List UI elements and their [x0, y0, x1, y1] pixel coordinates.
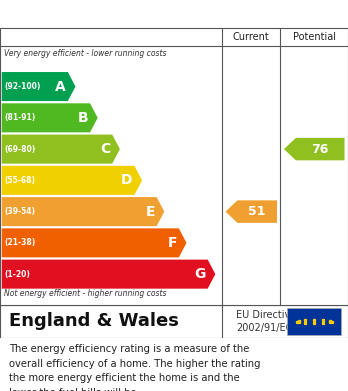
Text: Very energy efficient - lower running costs: Very energy efficient - lower running co… [4, 49, 167, 58]
Text: A: A [55, 79, 66, 93]
Polygon shape [2, 260, 215, 289]
Text: C: C [100, 142, 111, 156]
Text: (55-68): (55-68) [5, 176, 35, 185]
Polygon shape [2, 166, 142, 195]
Bar [287, 308, 341, 335]
Text: (21-38): (21-38) [5, 239, 36, 248]
Text: 51: 51 [248, 205, 266, 218]
Text: (1-20): (1-20) [5, 270, 30, 279]
Text: G: G [195, 267, 206, 281]
Text: England & Wales: England & Wales [9, 312, 179, 330]
Text: Potential: Potential [293, 32, 336, 42]
Text: (39-54): (39-54) [5, 207, 35, 216]
Text: F: F [168, 236, 177, 250]
Polygon shape [284, 138, 345, 160]
Text: E: E [145, 204, 155, 219]
Text: Not energy efficient - higher running costs: Not energy efficient - higher running co… [4, 289, 167, 298]
Polygon shape [2, 228, 187, 257]
Text: D: D [121, 173, 133, 187]
Polygon shape [2, 103, 98, 132]
Polygon shape [2, 72, 76, 101]
Text: (92-100): (92-100) [5, 82, 41, 91]
Text: The energy efficiency rating is a measure of the
overall efficiency of a home. T: The energy efficiency rating is a measur… [9, 344, 260, 391]
Text: EU Directive
2002/91/EC: EU Directive 2002/91/EC [236, 310, 296, 333]
Polygon shape [2, 135, 120, 163]
Polygon shape [2, 197, 164, 226]
Text: 76: 76 [311, 143, 329, 156]
Text: B: B [78, 111, 88, 125]
Text: (81-91): (81-91) [5, 113, 36, 122]
Polygon shape [226, 200, 277, 223]
Text: Current: Current [233, 32, 270, 42]
Text: Energy Efficiency Rating: Energy Efficiency Rating [9, 7, 219, 22]
Text: (69-80): (69-80) [5, 145, 36, 154]
